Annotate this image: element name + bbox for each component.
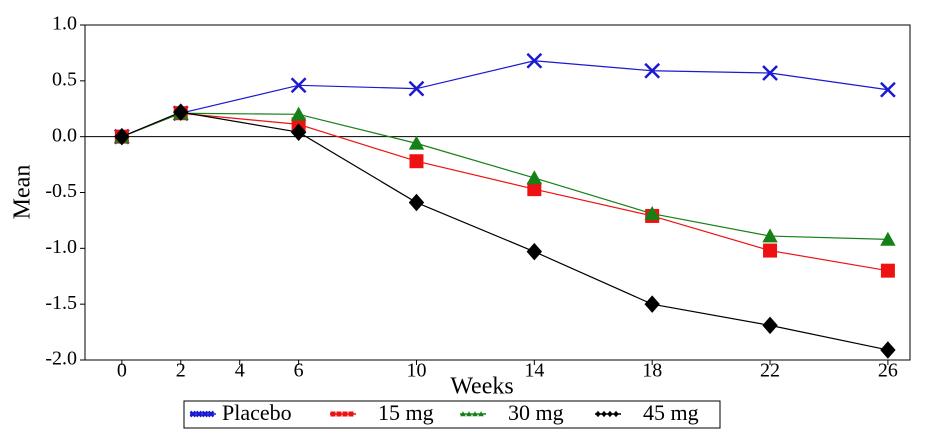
series-line <box>121 112 888 240</box>
x-tick-label: 26 <box>878 360 898 382</box>
data-point <box>880 341 896 359</box>
legend-marker <box>336 411 342 417</box>
x-tick-label: 4 <box>235 360 245 382</box>
legend-marker <box>189 410 197 418</box>
y-tick-label: -1.0 <box>45 236 77 258</box>
x-tick-label: 14 <box>524 360 544 382</box>
data-point <box>409 154 424 169</box>
data-point <box>290 106 307 121</box>
legend-marker <box>330 411 336 417</box>
legend-label: Placebo <box>222 400 292 425</box>
data-point <box>763 243 778 258</box>
data-point <box>880 263 895 278</box>
y-tick-label: 0.5 <box>52 68 77 90</box>
legend-marker <box>460 411 466 417</box>
data-point <box>408 193 425 212</box>
x-tick-label: 2 <box>176 360 186 382</box>
data-point <box>762 228 778 243</box>
data-point <box>526 242 543 261</box>
data-point <box>644 206 660 221</box>
legend-marker <box>201 410 209 418</box>
legend-marker <box>595 410 601 418</box>
x-tick-label: 6 <box>294 360 304 382</box>
y-axis-label: Mean <box>10 165 36 220</box>
data-point <box>290 123 307 141</box>
legend-marker <box>472 411 478 417</box>
legend-label: 15 mg <box>378 400 434 425</box>
data-point <box>644 62 661 79</box>
x-tick-label: 10 <box>406 360 426 382</box>
data-point <box>762 316 778 335</box>
x-tick-label: 22 <box>760 360 780 382</box>
legend-marker <box>195 410 203 418</box>
y-tick-label: -1.5 <box>45 292 77 314</box>
legend-marker <box>348 411 354 417</box>
legend-label: 45 mg <box>643 400 699 425</box>
legend-marker <box>466 411 472 417</box>
legend-marker <box>613 410 619 418</box>
series-line <box>121 60 888 138</box>
legend-marker <box>601 410 607 418</box>
x-tick-label: 0 <box>117 360 127 382</box>
legend-marker <box>342 411 348 417</box>
data-point <box>408 80 425 97</box>
data-point <box>644 295 660 313</box>
data-point <box>880 81 896 98</box>
y-tick-label: -0.5 <box>45 180 77 202</box>
data-point <box>114 127 130 146</box>
data-point <box>880 231 896 246</box>
data-point <box>408 135 425 150</box>
y-tick-label: -2.0 <box>45 348 77 370</box>
data-point <box>762 65 778 81</box>
legend-marker <box>207 410 215 418</box>
y-tick-label: 1.0 <box>52 13 77 35</box>
legend-label: 30 mg <box>508 400 564 425</box>
data-point <box>290 77 307 94</box>
x-axis-label: Weeks <box>450 374 513 400</box>
series-line <box>121 111 889 351</box>
data-point <box>527 182 542 197</box>
data-point <box>526 52 543 69</box>
x-tick-label: 18 <box>642 360 662 382</box>
y-tick-label: 0.0 <box>52 124 77 146</box>
data-point <box>173 103 189 121</box>
legend-marker <box>478 411 484 417</box>
data-point <box>526 170 543 185</box>
legend-box <box>183 400 721 429</box>
legend-marker <box>607 410 613 418</box>
